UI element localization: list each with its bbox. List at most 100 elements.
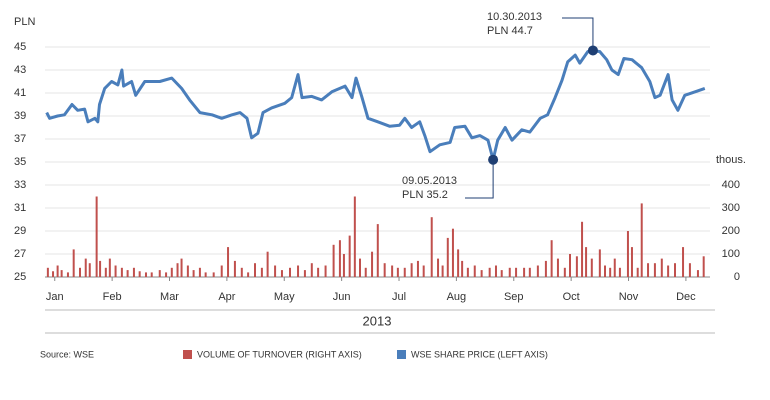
x-tick-label: Sep [504,291,524,303]
bar [688,263,691,277]
bar [636,267,639,277]
y-tick-label: 41 [14,87,26,99]
bar [150,272,153,277]
bar [488,267,491,277]
bar [466,267,469,277]
bar [457,249,460,277]
bar [138,271,141,277]
y-tick-label: 43 [14,64,26,76]
bar [158,270,161,277]
legend-label: VOLUME OF TURNOVER (RIGHT AXIS) [197,349,362,359]
bar [240,267,243,277]
bar [114,265,117,277]
bar [192,270,195,277]
x-tick-label: Mar [160,291,179,303]
bar [461,260,464,277]
bar [515,267,518,277]
x-tick-label: Oct [563,291,580,303]
x-tick-label: Aug [447,291,467,303]
bar [585,247,588,277]
bar [640,203,643,277]
bar [371,251,374,277]
bar [317,267,320,277]
bar [310,263,313,277]
x-tick-label: Apr [218,291,235,303]
bar [391,265,394,277]
bar [297,265,300,277]
bar [569,254,571,277]
bar [674,263,676,277]
bar [132,267,135,277]
bar [682,247,685,277]
annotation-label: PLN 35.2 [402,189,448,201]
annotation-marker [488,154,499,165]
bar [376,224,379,277]
y-tick-label: 33 [14,179,26,191]
bar [480,270,483,277]
bar [618,267,621,277]
bar [653,263,656,277]
bar [342,254,345,277]
bar [176,263,179,277]
bar [416,260,419,277]
bar [598,249,601,277]
bar [604,265,606,277]
bar [660,258,663,277]
bar [647,263,650,277]
bar [170,267,173,277]
bar [364,267,367,277]
bar [630,247,633,277]
bar [563,267,566,277]
x-tick-label: Nov [619,291,639,303]
bar [613,258,616,277]
bar [52,271,55,277]
bar [303,270,306,277]
y2-tick-label: 0 [734,271,740,283]
bar [422,265,425,277]
bar [247,272,250,277]
bar [186,265,189,277]
x-axis-label: 2013 [363,313,392,328]
annotation-marker [587,45,598,56]
bar [332,244,335,277]
source-note: Source: WSE [40,349,94,359]
bar [609,267,612,277]
x-tick-label: Feb [103,291,122,303]
bar [72,249,75,277]
bar [266,251,269,277]
y-tick-label: 37 [14,133,26,145]
annotation-leader [562,17,594,51]
bar [108,258,111,277]
bar [60,270,63,277]
bar [84,258,87,277]
bar [104,267,107,277]
y-tick-label: 45 [14,41,26,53]
bar [274,265,277,277]
bar [494,265,497,277]
bar [575,256,578,277]
y2-tick-label: 200 [722,225,740,237]
bar [227,247,230,277]
price-line [45,48,706,162]
bar [204,272,207,277]
bar [667,265,670,277]
bar [410,263,413,277]
bar [473,265,476,277]
annotation-date: 10.30.2013 [487,11,542,23]
bar [144,272,147,277]
bar [165,272,168,277]
bar [66,272,69,277]
bar [523,267,526,277]
bar [198,267,201,277]
x-tick-label: Jul [392,291,406,303]
bar [590,258,593,277]
annotation-label: PLN 44.7 [487,25,533,37]
bar [508,267,511,277]
bar [544,260,547,277]
bar [626,231,629,277]
y-tick-label: 27 [14,248,26,260]
y-tick-label: 29 [14,225,26,237]
x-tick-label: May [274,291,295,303]
bar [556,258,559,277]
